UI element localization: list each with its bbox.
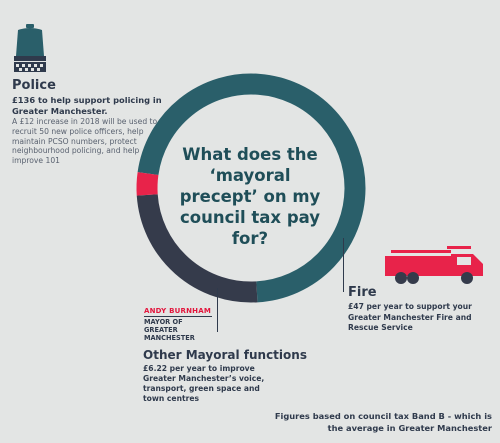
police-description: A £12 increase in 2018 will be used to r… bbox=[12, 117, 158, 166]
donut-slice-fire bbox=[136, 193, 258, 303]
other-leader-line bbox=[217, 288, 218, 332]
donut-slice-police bbox=[137, 73, 366, 303]
footnote: Figures based on council tax Band B - wh… bbox=[274, 411, 492, 433]
fire-engine-icon bbox=[385, 246, 483, 284]
fire-leader-line bbox=[343, 238, 344, 292]
police-helmet-icon bbox=[14, 24, 46, 72]
other-title: Other Mayoral functions bbox=[143, 348, 307, 362]
logo-role: MAYOR OF GREATER MANCHESTER bbox=[144, 318, 195, 342]
fire-title: Fire bbox=[348, 285, 377, 300]
police-title: Police bbox=[12, 78, 56, 93]
mayor-logo: ANDY BURNHAM MAYOR OF GREATER MANCHESTER bbox=[144, 307, 226, 342]
logo-name: ANDY BURNHAM bbox=[144, 307, 211, 315]
center-question: What does the ‘mayoral precept’ on my co… bbox=[179, 145, 321, 248]
fire-description: £47 per year to support your Greater Man… bbox=[348, 302, 472, 332]
other-description: £6.22 per year to improve Greater Manche… bbox=[143, 364, 265, 403]
donut-slice-other-mayoral-functions bbox=[136, 172, 159, 196]
logo-divider bbox=[144, 316, 212, 317]
police-amount: £136 to help support policing in Greater… bbox=[12, 95, 162, 116]
